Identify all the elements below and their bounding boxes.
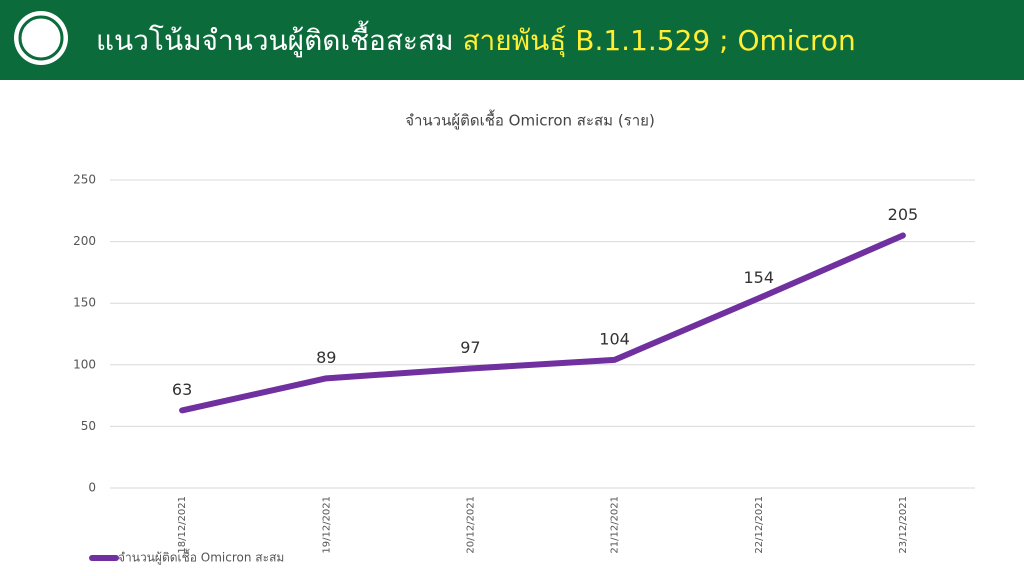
header-title-main: แนวโน้มจำนวนผู้ติดเชื้อสะสม [96, 20, 454, 58]
data-line [179, 232, 906, 414]
x-tick-label: 23/12/2021 [898, 496, 909, 554]
data-label: 97 [460, 338, 480, 357]
y-tick-label: 250 [73, 173, 96, 187]
legend-label: จำนวนผู้ติดเชื้อ Omicron สะสม [118, 549, 284, 566]
x-tick-label: 22/12/2021 [754, 496, 765, 554]
logo [14, 11, 68, 65]
y-tick-label: 150 [73, 296, 96, 310]
y-tick-label: 100 [73, 357, 96, 371]
y-tick-label: 200 [73, 234, 96, 248]
header-title: แนวโน้มจำนวนผู้ติดเชื้อสะสม สายพันธุ์ B.… [96, 20, 856, 58]
data-label: 89 [316, 348, 336, 367]
header-title-highlight: สายพันธุ์ B.1.1.529 ; Omicron [462, 24, 855, 58]
x-tick-label: 19/12/2021 [321, 496, 332, 554]
data-label: 154 [743, 268, 774, 287]
logo-ring [18, 15, 64, 61]
y-tick-label: 0 [88, 481, 96, 495]
chart-title: จำนวนผู้ติดเชื้อ Omicron สะสม (ราย) [405, 110, 655, 130]
data-label: 104 [599, 329, 630, 348]
data-label: 205 [888, 205, 919, 224]
y-tick-label: 50 [81, 419, 96, 433]
x-tick-label: 21/12/2021 [610, 496, 621, 554]
x-tick-label: 20/12/2021 [465, 496, 476, 554]
data-label: 63 [172, 380, 192, 399]
x-tick-label: 18/12/2021 [177, 496, 188, 554]
header-bar [0, 0, 1024, 80]
